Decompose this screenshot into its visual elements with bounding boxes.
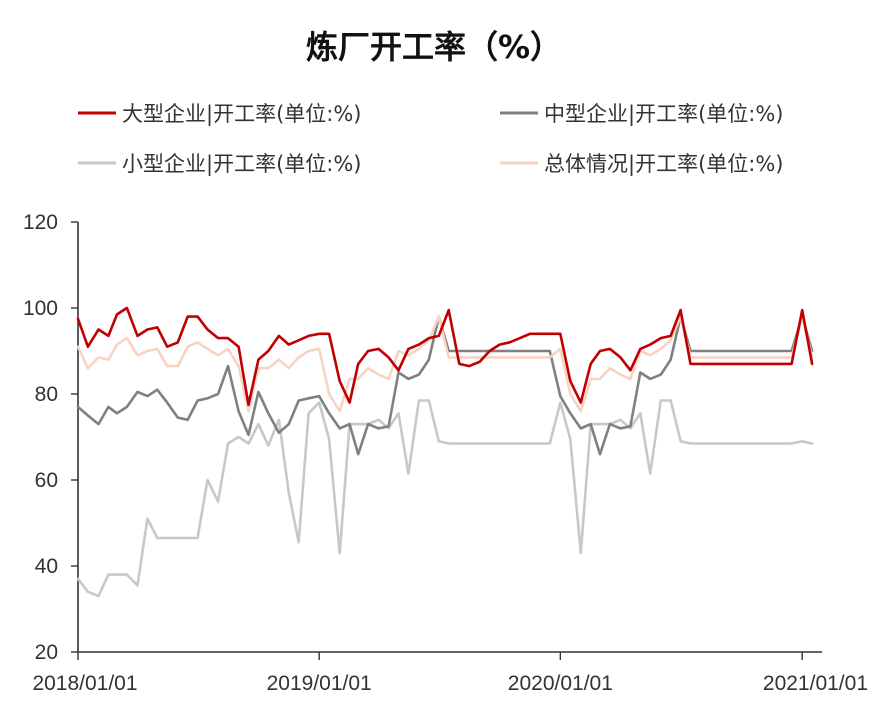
chart-title: 炼厂开工率（%） (306, 28, 562, 66)
legend: 大型企业|开工率(单位:%) 中型企业|开工率(单位:%) 小型企业|开工率(单位:… (78, 102, 784, 177)
series-line (76, 399, 814, 598)
legend-item: 小型企业|开工率(单位:%) (78, 152, 362, 177)
legend-label: 小型企业|开工率(单位:%) (122, 152, 362, 177)
y-tick-label: 20 (35, 641, 58, 664)
legend-item: 总体情况|开工率(单位:%) (500, 152, 784, 177)
x-tick-label: 2020/01/01 (508, 672, 613, 695)
y-tick-label: 80 (35, 383, 58, 406)
y-tick-label: 40 (35, 555, 58, 578)
legend-item: 中型企业|开工率(单位:%) (500, 102, 784, 127)
y-tick-label: 100 (23, 297, 58, 320)
x-tick-label: 2021/01/01 (763, 672, 868, 695)
legend-label: 总体情况|开工率(单位:%) (544, 152, 784, 177)
series-line (76, 306, 814, 407)
x-tick-label: 2018/01/01 (32, 672, 137, 695)
y-axis-ticks: 20 40 60 80 100 120 (23, 211, 78, 664)
x-tick-label: 2019/01/01 (267, 672, 372, 695)
x-axis-ticks: 2018/01/01 2019/01/01 2020/01/01 2021/01/01 (32, 652, 868, 695)
legend-label: 大型企业|开工率(单位:%) (122, 102, 362, 127)
y-tick-label: 60 (35, 469, 58, 492)
y-tick-label: 120 (23, 211, 58, 234)
series-layer (76, 306, 814, 598)
legend-label: 中型企业|开工率(单位:%) (544, 102, 784, 127)
legend-item: 大型企业|开工率(单位:%) (78, 102, 362, 127)
